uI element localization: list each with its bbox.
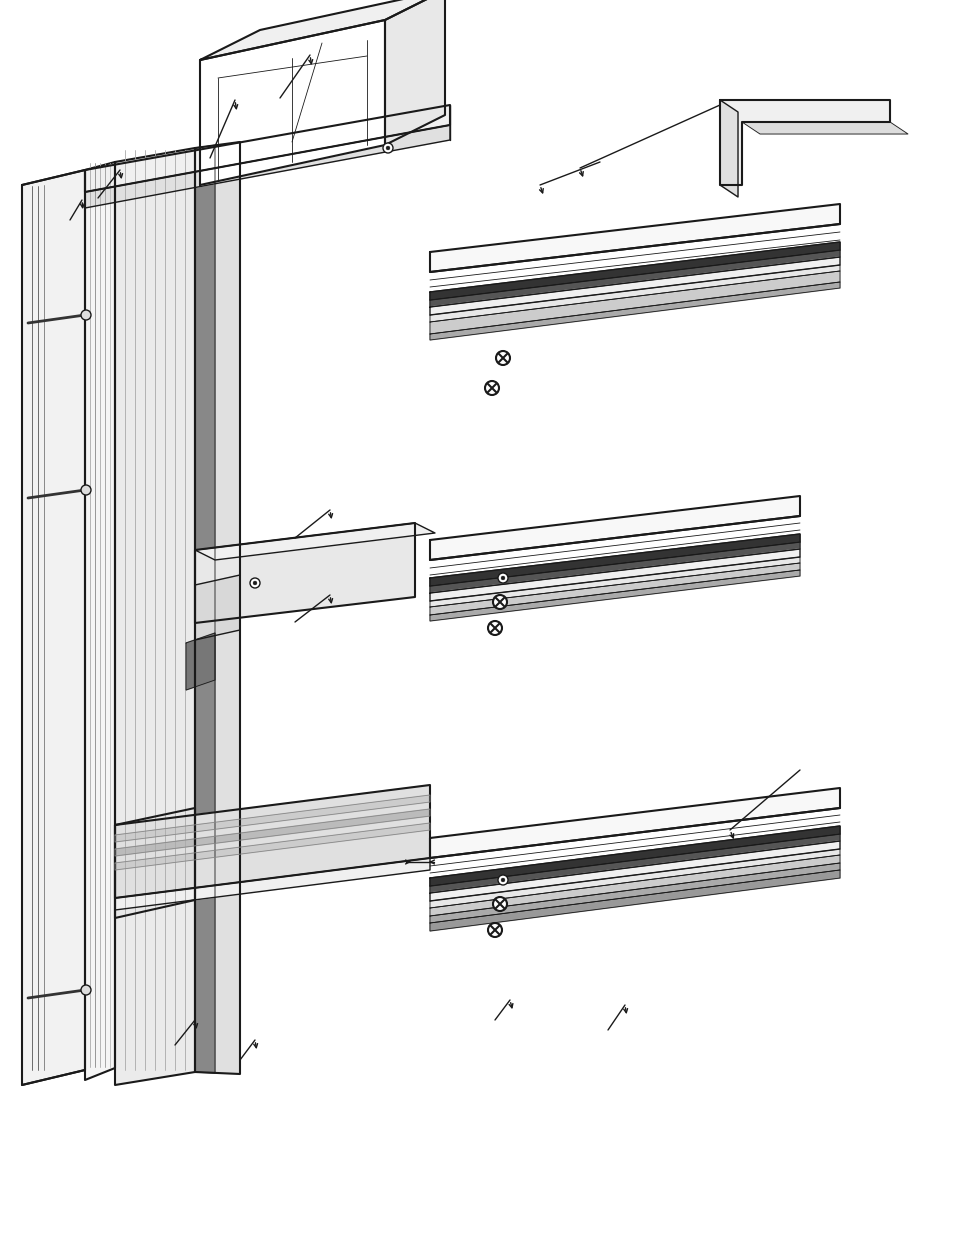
Circle shape [497, 876, 507, 885]
Polygon shape [430, 270, 840, 333]
Polygon shape [741, 122, 907, 135]
Polygon shape [720, 100, 889, 185]
Circle shape [497, 573, 507, 583]
Circle shape [382, 143, 393, 153]
Polygon shape [194, 522, 415, 622]
Polygon shape [85, 162, 115, 1079]
Polygon shape [194, 144, 214, 1073]
Polygon shape [430, 848, 840, 908]
Polygon shape [430, 557, 800, 606]
Polygon shape [194, 522, 435, 559]
Polygon shape [430, 855, 840, 916]
Circle shape [81, 986, 91, 995]
Circle shape [250, 578, 260, 588]
Polygon shape [430, 282, 840, 340]
Polygon shape [430, 826, 840, 885]
Polygon shape [115, 809, 430, 856]
Circle shape [496, 351, 510, 366]
Circle shape [488, 923, 501, 937]
Circle shape [488, 621, 501, 635]
Polygon shape [430, 249, 840, 308]
Circle shape [493, 595, 506, 609]
Polygon shape [115, 808, 194, 918]
Polygon shape [115, 148, 194, 1086]
Circle shape [500, 878, 504, 882]
Polygon shape [430, 869, 840, 931]
Polygon shape [186, 634, 214, 690]
Polygon shape [200, 0, 444, 61]
Polygon shape [194, 576, 240, 640]
Polygon shape [430, 563, 800, 615]
Circle shape [81, 485, 91, 495]
Polygon shape [430, 257, 840, 315]
Polygon shape [430, 496, 800, 559]
Polygon shape [430, 542, 800, 593]
Polygon shape [430, 534, 800, 585]
Polygon shape [430, 788, 840, 858]
Polygon shape [430, 571, 800, 621]
Polygon shape [115, 823, 430, 869]
Polygon shape [430, 841, 840, 902]
Polygon shape [430, 204, 840, 272]
Circle shape [81, 310, 91, 320]
Polygon shape [385, 0, 444, 144]
Polygon shape [115, 785, 430, 898]
Polygon shape [200, 20, 385, 185]
Polygon shape [430, 863, 840, 923]
Circle shape [484, 382, 498, 395]
Polygon shape [430, 834, 840, 893]
Polygon shape [85, 125, 450, 207]
Polygon shape [430, 242, 840, 300]
Polygon shape [115, 795, 430, 842]
Circle shape [493, 897, 506, 911]
Circle shape [500, 577, 504, 579]
Polygon shape [430, 266, 840, 322]
Polygon shape [720, 100, 738, 198]
Polygon shape [115, 858, 430, 910]
Polygon shape [22, 170, 85, 1086]
Circle shape [253, 582, 256, 585]
Circle shape [386, 146, 390, 149]
Polygon shape [430, 550, 800, 601]
Polygon shape [194, 142, 240, 1074]
Polygon shape [85, 105, 450, 191]
